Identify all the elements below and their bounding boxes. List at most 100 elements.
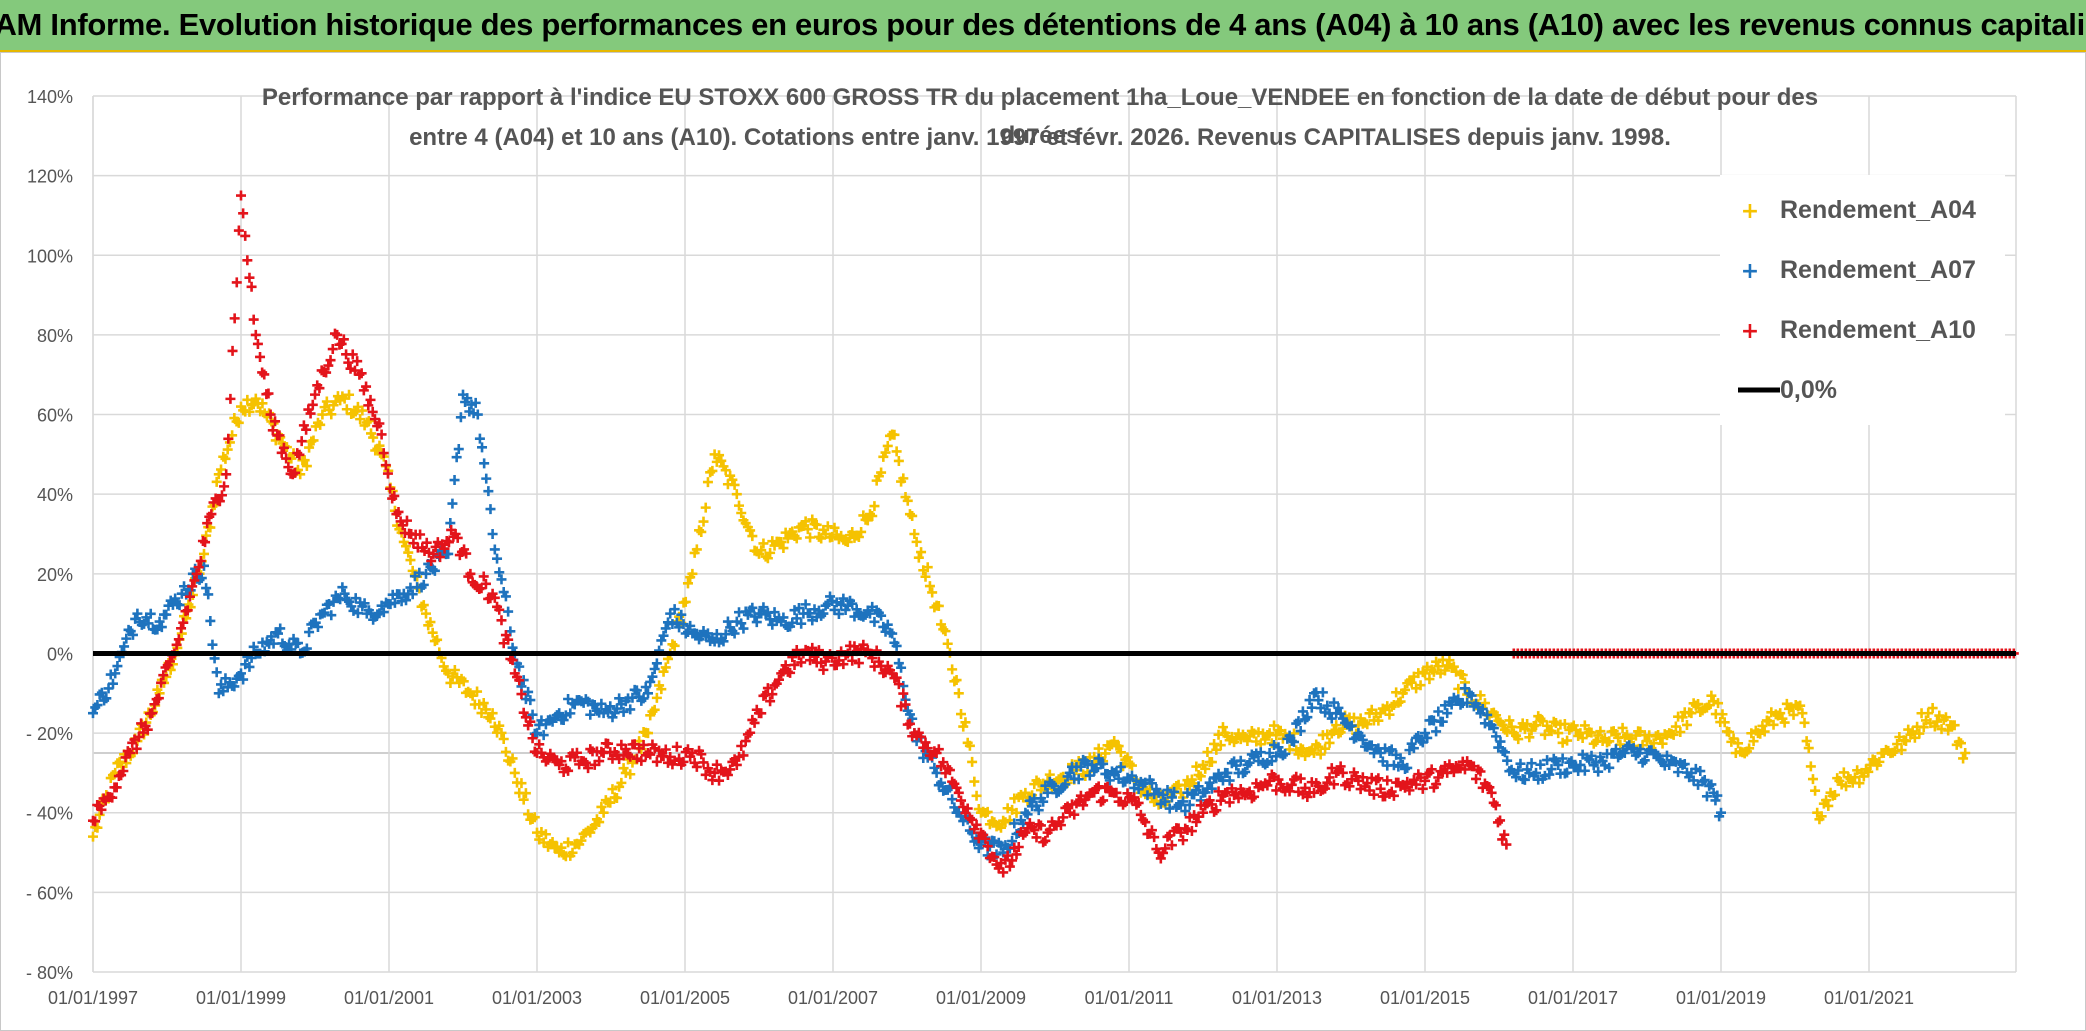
data-point-rendement-a10 <box>745 727 756 738</box>
data-point-rendement-a04 <box>242 394 253 405</box>
data-point-rendement-a10 <box>380 460 391 471</box>
data-point-rendement-a10 <box>276 447 287 458</box>
data-point-rendement-a10 <box>818 664 829 675</box>
data-point-rendement-a04 <box>1444 655 1455 666</box>
data-point-rendement-a04 <box>308 435 319 446</box>
data-point-rendement-a07 <box>1462 697 1473 708</box>
data-point-rendement-a10 <box>147 708 158 719</box>
data-point-rendement-a10 <box>325 355 336 366</box>
data-point-rendement-a10 <box>1011 849 1022 860</box>
data-point-rendement-a10 <box>1411 779 1422 790</box>
data-point-rendement-a07 <box>216 679 227 690</box>
data-point-rendement-a07 <box>523 686 534 697</box>
data-point-rendement-a07 <box>443 548 454 559</box>
data-point-rendement-a10 <box>982 841 993 852</box>
data-point-rendement-a07 <box>605 701 616 712</box>
data-point-rendement-a10 <box>231 277 242 288</box>
data-point-rendement-a04 <box>893 455 904 466</box>
data-point-rendement-a10 <box>1309 787 1319 798</box>
data-point-rendement-a04 <box>1648 738 1659 749</box>
data-point-rendement-a04 <box>1313 741 1324 752</box>
data-point-rendement-a04 <box>736 508 747 519</box>
x-axis-labels: 01/01/1997 01/01/1999 01/01/2001 01/01/2003… <box>48 988 1914 1008</box>
data-point-rendement-a04 <box>1823 800 1834 811</box>
data-point-rendement-a04 <box>902 495 913 506</box>
data-point-rendement-a04 <box>720 465 731 476</box>
data-point-rendement-a07 <box>1619 748 1630 758</box>
x-tick-label: 01/01/2013 <box>1232 988 1322 1008</box>
data-point-rendement-a04 <box>216 464 227 475</box>
data-point-rendement-a10 <box>107 792 118 803</box>
data-point-rendement-a10 <box>278 442 289 453</box>
data-point-rendement-a04 <box>960 717 971 728</box>
data-point-rendement-a04 <box>756 545 767 556</box>
data-point-rendement-a04 <box>1768 719 1779 730</box>
x-tick-label: 01/01/2007 <box>788 988 878 1008</box>
data-point-rendement-a07 <box>676 609 687 620</box>
data-point-rendement-a04 <box>1320 743 1331 754</box>
y-tick-label: 100% <box>27 246 73 266</box>
data-point-rendement-a04 <box>698 516 709 527</box>
data-point-rendement-a04 <box>922 562 933 573</box>
data-point-rendement-a04 <box>520 788 531 799</box>
data-point-rendement-a07 <box>882 619 893 630</box>
data-point-rendement-a04 <box>1577 733 1588 744</box>
data-point-rendement-a07 <box>1546 764 1557 775</box>
data-point-rendement-a07 <box>92 700 103 711</box>
data-point-rendement-a07 <box>161 609 172 620</box>
data-point-rendement-a10 <box>229 313 240 324</box>
data-point-rendement-a10 <box>393 506 404 517</box>
data-point-rendement-a07 <box>778 612 789 623</box>
data-point-rendement-a04 <box>1803 743 1814 754</box>
data-point-rendement-a10 <box>998 867 1009 878</box>
data-point-rendement-a07 <box>538 730 549 741</box>
data-point-rendement-a10 <box>571 747 582 758</box>
data-point-rendement-a07 <box>1346 720 1357 731</box>
data-point-rendement-a04 <box>1559 718 1570 729</box>
data-point-rendement-a04 <box>1675 727 1686 737</box>
data-point-rendement-a07 <box>833 608 844 619</box>
data-point-rendement-a10 <box>164 656 175 667</box>
data-point-rendement-a07 <box>643 688 653 699</box>
data-point-rendement-a07 <box>640 682 651 693</box>
data-point-rendement-a10 <box>1224 797 1235 808</box>
data-point-rendement-a10 <box>645 749 656 760</box>
x-tick-label: 01/01/1999 <box>196 988 286 1008</box>
data-point-rendement-a07 <box>1160 796 1171 807</box>
data-point-rendement-a04 <box>498 734 509 745</box>
data-point-rendement-a07 <box>1302 712 1313 723</box>
data-point-rendement-a07 <box>101 693 112 704</box>
data-point-rendement-a10 <box>361 381 372 392</box>
data-point-rendement-a10 <box>294 449 305 460</box>
data-point-rendement-a10 <box>356 368 367 379</box>
data-point-rendement-a07 <box>1579 765 1590 776</box>
data-point-rendement-a04 <box>1801 736 1812 747</box>
data-point-rendement-a10 <box>1135 809 1146 820</box>
data-point-rendement-a07 <box>132 608 143 619</box>
y-tick-label: - 40% <box>26 804 73 824</box>
data-point-rendement-a10 <box>722 770 733 781</box>
data-point-rendement-a07 <box>201 583 212 594</box>
data-point-rendement-a07 <box>1193 781 1204 792</box>
data-point-rendement-a04 <box>1457 669 1468 680</box>
data-point-rendement-a07 <box>88 708 98 719</box>
data-point-rendement-a10 <box>176 623 187 634</box>
data-point-rendement-a04 <box>1439 665 1450 676</box>
data-points <box>88 190 2019 878</box>
data-point-rendement-a07 <box>685 620 696 631</box>
data-point-rendement-a07 <box>496 574 507 585</box>
data-point-rendement-a07 <box>1313 695 1324 706</box>
data-point-rendement-a07 <box>1590 757 1601 768</box>
data-point-rendement-a07 <box>722 616 733 627</box>
data-point-rendement-a07 <box>211 667 222 678</box>
data-point-rendement-a07 <box>1042 787 1053 798</box>
data-point-rendement-a07 <box>1326 713 1337 724</box>
data-point-rendement-a10 <box>376 429 387 440</box>
data-point-rendement-a07 <box>1293 716 1304 727</box>
data-point-rendement-a07 <box>631 685 642 696</box>
data-point-rendement-a10 <box>305 408 316 419</box>
data-point-rendement-a07 <box>1544 769 1555 780</box>
data-point-rendement-a04 <box>1958 753 1969 764</box>
data-point-rendement-a04 <box>594 817 605 828</box>
data-point-rendement-a10 <box>1055 820 1066 831</box>
